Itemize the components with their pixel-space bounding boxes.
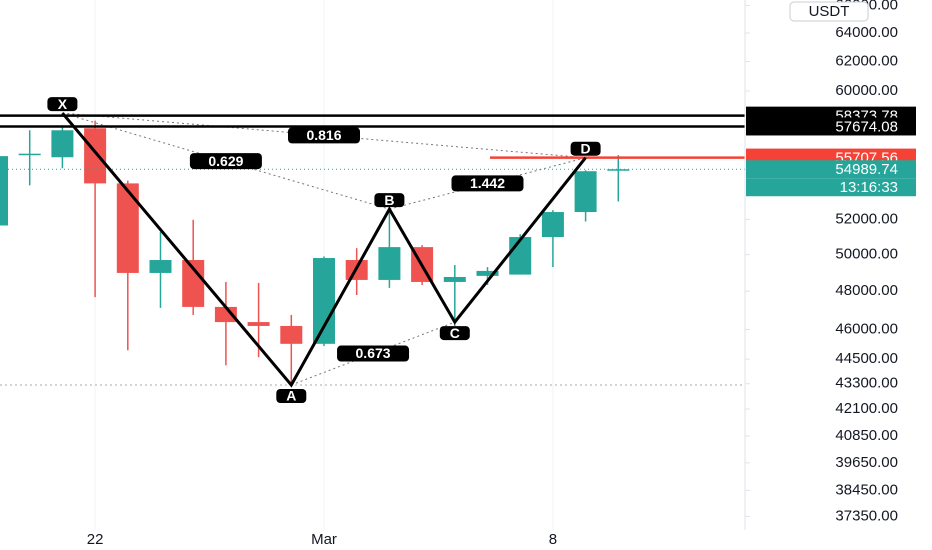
price-label: 57674.08 — [835, 118, 898, 135]
candle-body — [149, 260, 172, 273]
ratio-box — [189, 153, 262, 170]
y-tick-label: 52000.00 — [835, 210, 898, 227]
candle-body — [51, 130, 74, 158]
y-tick-label: 44500.00 — [835, 350, 898, 367]
currency-badge: USDT — [789, 1, 869, 22]
point-box — [47, 97, 78, 112]
ratio-line — [291, 321, 455, 386]
ratio-label: 0.816 — [306, 127, 341, 143]
point-label: A — [286, 388, 296, 404]
candle-body — [116, 183, 139, 273]
x-tick-label: 8 — [549, 531, 557, 548]
point-label: C — [450, 325, 460, 341]
y-tick-label: 48000.00 — [835, 282, 898, 299]
point-box — [276, 389, 307, 404]
y-tick-label: 43300.00 — [835, 375, 898, 392]
countdown-label: 13:16:33 — [840, 179, 898, 196]
point-label: X — [58, 96, 68, 112]
price-label: 54989.74 — [835, 161, 898, 178]
candle-body — [378, 247, 401, 280]
point-box — [570, 141, 601, 156]
candle-body — [0, 156, 8, 226]
y-tick-label: 64000.00 — [835, 24, 898, 41]
plot-area: 0.629 0.816 0.673 1.442 X A B C D — [0, 96, 745, 404]
pattern-zigzag — [61, 112, 587, 388]
y-tick-label: 50000.00 — [835, 246, 898, 263]
countdown-box — [746, 178, 916, 197]
point-box — [439, 326, 470, 341]
currency-box — [789, 1, 869, 22]
candle-body — [84, 128, 107, 184]
candle-body — [476, 270, 499, 276]
y-tick-label: 46000.00 — [835, 320, 898, 337]
y-tick-label: 38450.00 — [835, 481, 898, 498]
price-label-box — [746, 160, 916, 179]
y-tick-label: 62000.00 — [835, 53, 898, 70]
candle-body — [509, 237, 532, 275]
ratio-label: 0.673 — [356, 345, 391, 361]
point-label: D — [581, 140, 591, 156]
candle-body — [443, 276, 466, 282]
price-axis: 66000.0064000.0062000.0060000.0052000.00… — [744, 0, 916, 530]
candle-body — [182, 260, 205, 307]
point-box — [374, 193, 405, 208]
currency-label: USDT — [809, 3, 850, 20]
candle-body — [247, 322, 270, 326]
ratio-label: 0.629 — [208, 153, 243, 169]
y-tick-label: 39650.00 — [835, 454, 898, 471]
ratio-box — [337, 345, 410, 362]
y-tick-label: 40850.00 — [835, 427, 898, 444]
y-tick-label: 42100.00 — [835, 400, 898, 417]
price-label-box — [746, 117, 916, 136]
candle-body — [541, 212, 564, 238]
candle-body — [313, 258, 335, 344]
candle-body — [18, 153, 41, 156]
candle-body — [214, 306, 237, 323]
point-label: B — [384, 192, 394, 208]
x-tick-label: 22 — [87, 531, 104, 548]
y-tick-label: 37350.00 — [835, 507, 898, 524]
y-tick-label: 60000.00 — [835, 82, 898, 99]
candle-body — [574, 171, 597, 213]
ratio-label: 1.442 — [470, 175, 505, 191]
ratio-box — [451, 175, 524, 192]
ratio-box — [288, 127, 360, 144]
candle-body — [607, 169, 630, 171]
candle-body — [280, 325, 303, 344]
x-tick-label: Mar — [311, 531, 337, 548]
